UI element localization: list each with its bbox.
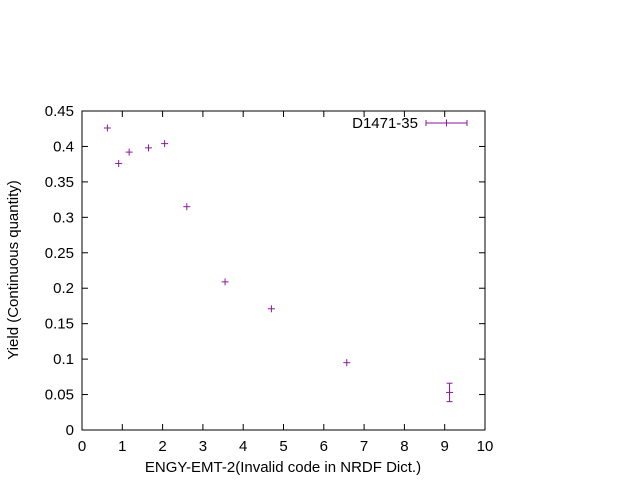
legend-label: D1471-35 [352, 115, 418, 132]
x-tick-label: 5 [279, 438, 287, 455]
y-axis-label: Yield (Continuous quantity) [5, 180, 22, 360]
y-tick-label: 0.1 [53, 351, 74, 368]
data-point [144, 144, 152, 152]
data-points [103, 124, 454, 403]
x-axis-ticks: 0 1 2 3 4 5 6 7 8 9 10 [78, 111, 494, 455]
y-tick-label: 0.3 [53, 209, 74, 226]
data-point [221, 278, 229, 286]
y-tick-label: 0.45 [45, 103, 74, 120]
y-tick-label: 0.25 [45, 245, 74, 262]
x-tick-label: 2 [158, 438, 166, 455]
x-tick-label: 7 [360, 438, 368, 455]
x-tick-label: 4 [239, 438, 247, 455]
legend: D1471-35 [352, 115, 468, 132]
y-tick-label: 0.2 [53, 280, 74, 297]
x-tick-label: 6 [320, 438, 328, 455]
x-axis-label: ENGY-EMT-2(Invalid code in NRDF Dict.) [145, 459, 421, 476]
x-tick-label: 1 [118, 438, 126, 455]
data-point [103, 124, 111, 132]
y-tick-label: 0.35 [45, 174, 74, 191]
data-point [343, 359, 351, 367]
x-tick-label: 8 [400, 438, 408, 455]
y-tick-label: 0.05 [45, 387, 74, 404]
data-point [446, 382, 454, 403]
data-point [267, 305, 275, 313]
x-tick-label: 9 [441, 438, 449, 455]
y-tick-label: 0.4 [53, 138, 74, 155]
x-tick-label: 0 [78, 438, 86, 455]
data-point [161, 140, 169, 148]
y-tick-label: 0 [66, 422, 74, 439]
data-point [183, 203, 191, 211]
x-tick-label: 3 [199, 438, 207, 455]
y-axis-ticks: 0 0.05 0.1 0.15 0.2 0.25 0.3 0.35 0.4 0.45 [45, 103, 485, 439]
x-tick-label: 10 [477, 438, 494, 455]
legend-marker [425, 119, 468, 127]
data-point [115, 159, 123, 167]
data-point [125, 148, 133, 156]
plot-frame [81, 110, 486, 431]
y-tick-label: 0.15 [45, 316, 74, 333]
